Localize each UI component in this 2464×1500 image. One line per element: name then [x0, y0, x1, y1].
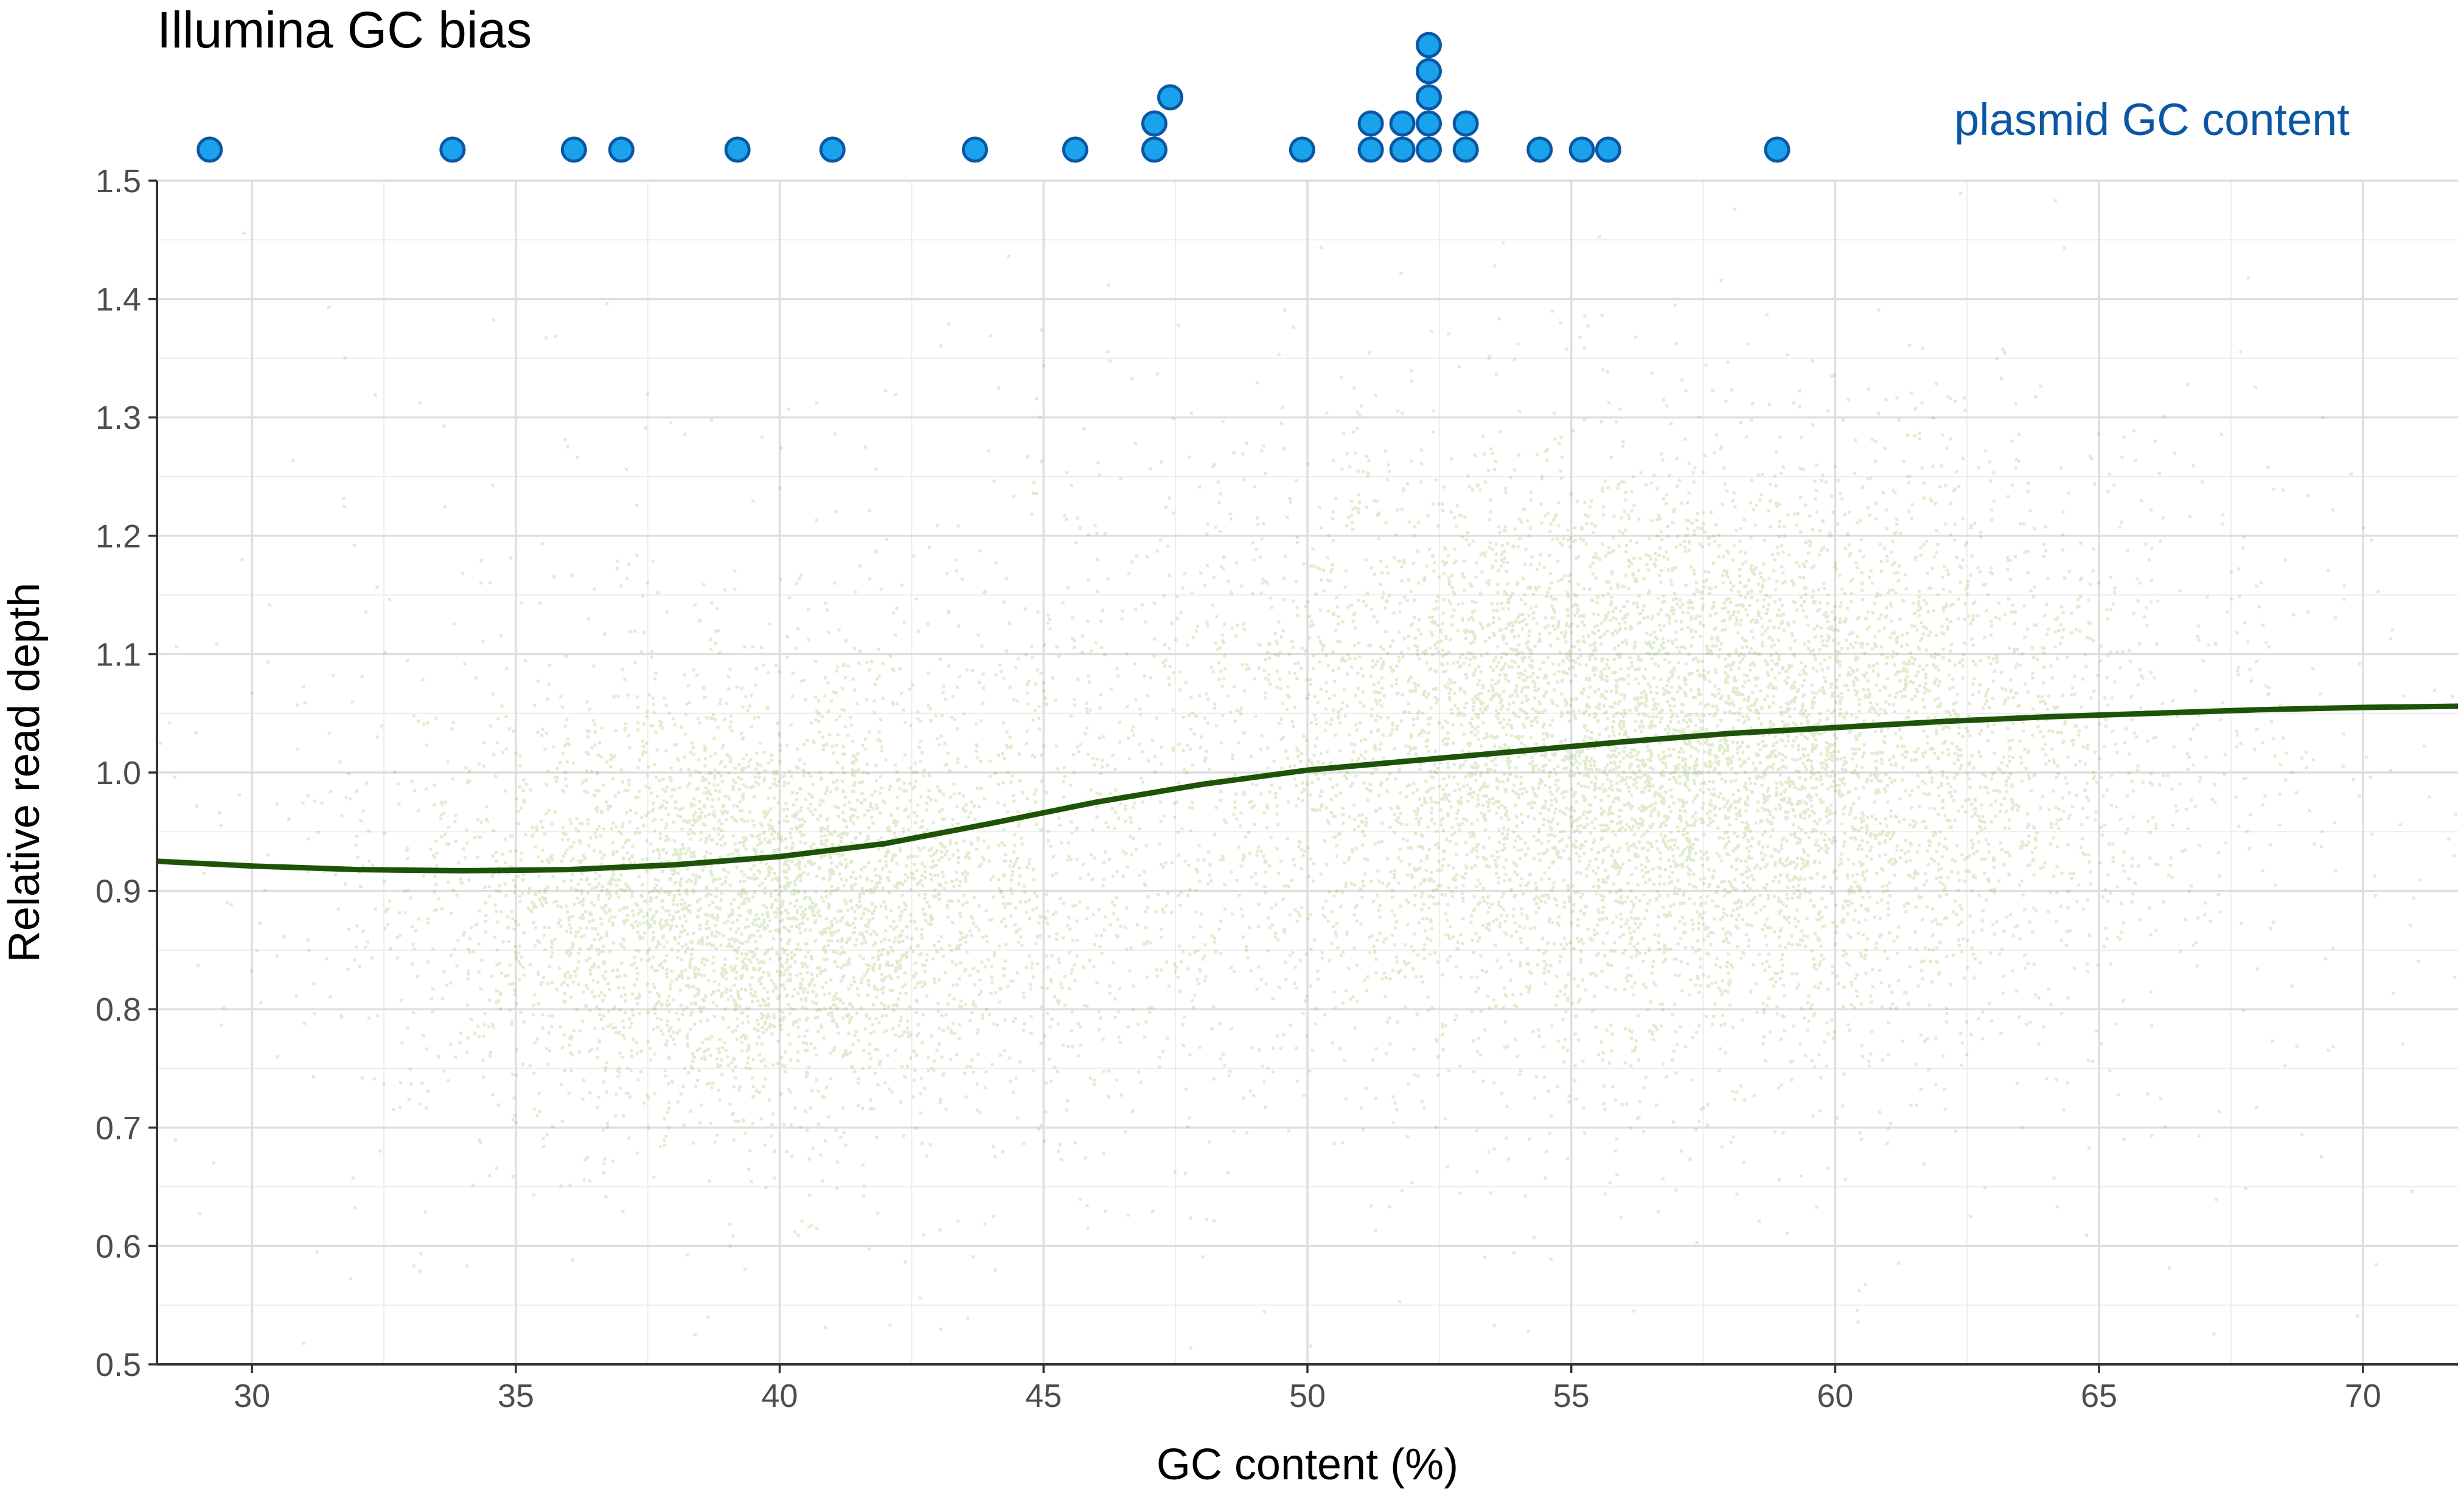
plasmid-gc-dot — [1357, 110, 1384, 137]
y-tick-label: 1.5 — [96, 163, 141, 200]
x-axis-ticks: 30 35 40 45 50 55 60 65 70 — [234, 1364, 2381, 1414]
plasmid-gc-dot — [1389, 110, 1416, 137]
y-tick-label: 1.3 — [96, 400, 141, 436]
x-tick-label: 55 — [1553, 1378, 1590, 1414]
y-axis-title: Relative read depth — [0, 583, 49, 962]
plasmid-gc-label: plasmid GC content — [1954, 94, 2350, 145]
plasmid-gc-dot — [197, 136, 223, 163]
plasmid-gc-dot — [1416, 110, 1442, 137]
y-tick-label: 0.8 — [96, 991, 141, 1028]
x-tick-label: 65 — [2081, 1378, 2117, 1414]
plasmid-gc-dot — [1452, 136, 1479, 163]
plasmid-gc-dot — [1141, 110, 1168, 137]
y-tick-label: 1.0 — [96, 755, 141, 791]
plasmid-gc-dot — [962, 136, 988, 163]
x-tick-label: 50 — [1289, 1378, 1326, 1414]
x-tick-label: 45 — [1025, 1378, 1062, 1414]
plasmid-gc-dot — [724, 136, 751, 163]
x-axis-title: GC content (%) — [1157, 1440, 1458, 1489]
x-tick-label: 35 — [498, 1378, 534, 1414]
y-tick-label: 0.9 — [96, 873, 141, 910]
x-tick-label: 30 — [234, 1378, 270, 1414]
plasmid-gc-dot — [1062, 136, 1088, 163]
plasmid-gc-dot — [1526, 136, 1553, 163]
plasmid-gc-dot — [1357, 136, 1384, 163]
plasmid-gc-dot — [1568, 136, 1595, 163]
plasmid-gc-dot — [1141, 136, 1168, 163]
plasmid-gc-dot — [1764, 136, 1791, 163]
plasmid-gc-dot — [608, 136, 635, 163]
x-tick-label: 70 — [2345, 1378, 2381, 1414]
plasmid-gc-dot — [1289, 136, 1315, 163]
plasmid-gc-dot — [1416, 84, 1442, 111]
plasmid-gc-dot — [1452, 110, 1479, 137]
trend-curve — [157, 703, 2458, 874]
y-tick-label: 1.1 — [96, 636, 141, 673]
y-tick-label: 0.6 — [96, 1228, 141, 1265]
chart-title: Illumina GC bias — [157, 1, 532, 58]
plasmid-gc-dot — [1416, 32, 1442, 58]
plasmid-gc-dot — [1416, 58, 1442, 85]
plasmid-gc-dot — [819, 136, 846, 163]
plasmid-gc-dot — [1416, 136, 1442, 163]
y-tick-label: 1.4 — [96, 282, 141, 318]
plasmid-gc-dot — [439, 136, 466, 163]
x-tick-label: 40 — [762, 1378, 798, 1414]
plasmid-gc-dot — [1157, 84, 1183, 111]
x-tick-label: 60 — [1817, 1378, 1853, 1414]
y-axis-ticks: 0.5 0.6 0.7 0.8 0.9 1.0 1.1 1.2 1.3 1.4 1.5 — [96, 163, 157, 1383]
plasmid-gc-dots — [197, 32, 1791, 163]
y-tick-label: 0.7 — [96, 1110, 141, 1147]
plasmid-gc-dot — [560, 136, 587, 163]
plasmid-gc-dot — [1595, 136, 1621, 163]
y-tick-label: 1.2 — [96, 518, 141, 555]
y-tick-label: 0.5 — [96, 1347, 141, 1383]
plasmid-gc-dot — [1389, 136, 1416, 163]
